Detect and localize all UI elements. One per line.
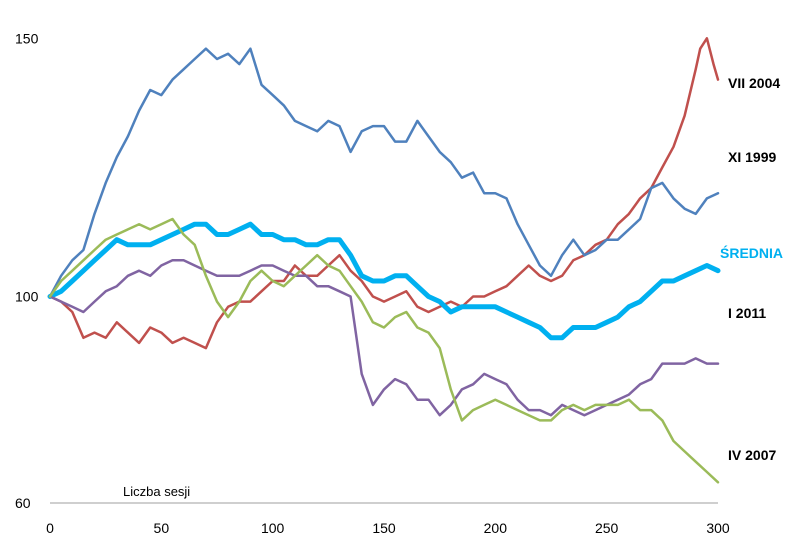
series-label: VII 2004 xyxy=(728,75,780,91)
series-line-iv-2007 xyxy=(48,217,720,484)
x-tick-label: 250 xyxy=(595,520,619,536)
series-line-vii-2004 xyxy=(48,37,720,350)
x-tick-label: 100 xyxy=(261,520,285,536)
series-label: ŚREDNIA xyxy=(720,244,783,261)
series-line-xi-1999 xyxy=(48,47,720,298)
y-tick-label: 150 xyxy=(15,30,39,46)
x-tick-label: 150 xyxy=(372,520,396,536)
x-axis-title: Liczba sesji xyxy=(123,484,190,499)
x-tick-label: 200 xyxy=(484,520,508,536)
y-tick-label: 100 xyxy=(15,288,39,304)
plot-area xyxy=(47,37,721,484)
series-label: I 2011 xyxy=(728,305,766,321)
x-tick-label: 0 xyxy=(46,520,54,536)
series-label: IV 2007 xyxy=(728,447,776,463)
x-axis-ticks: 0 50 100 150 200 250 300 xyxy=(46,520,730,536)
x-tick-label: 300 xyxy=(706,520,730,536)
y-tick-label: 60 xyxy=(15,495,31,511)
x-tick-label: 50 xyxy=(154,520,170,536)
series-line-i-2011 xyxy=(48,259,720,417)
series-labels: VII 2004 XI 1999 ŚREDNIA I 2011 IV 2007 xyxy=(720,75,783,463)
y-axis-ticks: 60 100 150 xyxy=(15,30,39,511)
series-label: XI 1999 xyxy=(728,149,776,165)
series-line-średnia xyxy=(47,221,721,341)
